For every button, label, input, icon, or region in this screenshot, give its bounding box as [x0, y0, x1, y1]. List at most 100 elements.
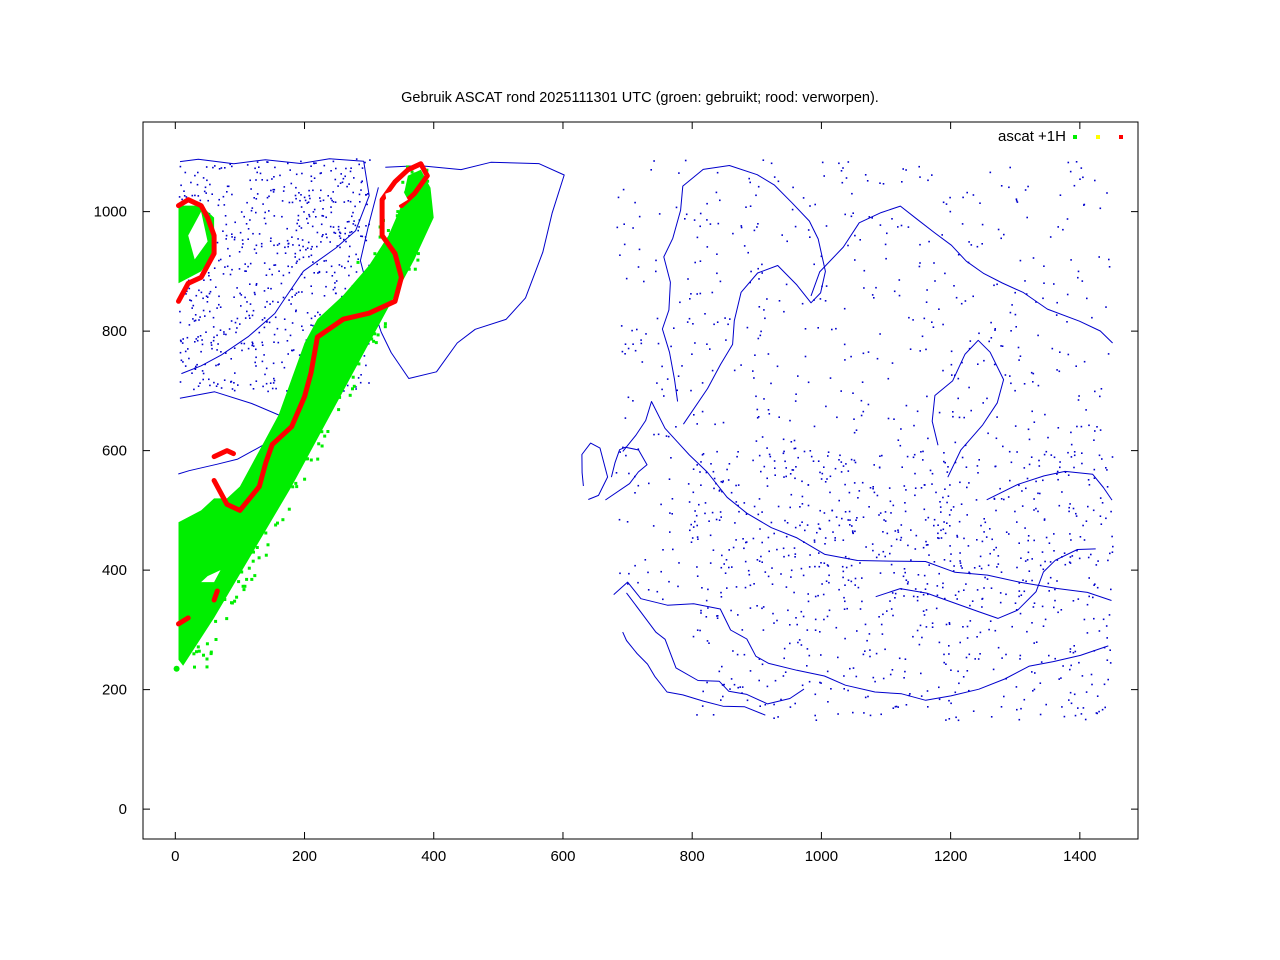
used-observation-point	[205, 657, 209, 661]
coast-speckle	[737, 686, 739, 689]
coastline	[179, 158, 370, 375]
coast-speckle	[707, 588, 709, 591]
used-observation-point	[196, 645, 200, 649]
coast-speckle	[863, 269, 866, 272]
coast-speckle	[719, 280, 722, 283]
used-observation-point	[328, 345, 332, 349]
coast-speckle	[349, 245, 351, 248]
coast-speckle	[989, 552, 991, 555]
coast-speckle	[725, 559, 728, 561]
coast-speckle	[1018, 595, 1020, 598]
coast-speckle	[1045, 450, 1048, 453]
coast-speckle	[1061, 556, 1063, 558]
coast-speckle	[989, 528, 991, 530]
coast-speckle	[289, 169, 291, 171]
x-tick-label: 200	[292, 848, 317, 865]
coast-speckle	[234, 221, 236, 224]
coast-speckle	[972, 295, 974, 298]
coast-speckle	[763, 465, 766, 468]
coast-speckle	[892, 504, 895, 507]
coast-speckle	[1045, 536, 1048, 539]
coast-speckle	[793, 591, 795, 594]
coast-speckle	[936, 594, 939, 597]
coast-speckle	[842, 570, 845, 573]
coast-speckle	[806, 665, 808, 667]
coast-speckle	[855, 519, 857, 521]
coast-speckle	[231, 193, 233, 196]
coast-speckle	[950, 363, 953, 366]
coast-speckle	[953, 565, 955, 567]
coast-speckle	[871, 217, 873, 219]
coast-speckle	[213, 381, 215, 384]
axis-ticks: 0 200 400 600 800 1000 1200 1400020040060080010…	[94, 122, 1138, 865]
coast-speckle	[1005, 593, 1007, 596]
coast-speckle	[914, 588, 917, 590]
coast-speckle	[756, 559, 759, 561]
coast-speckle	[920, 451, 922, 453]
used-observation-point	[254, 505, 258, 509]
coast-speckle	[922, 459, 924, 461]
used-observation-point	[279, 491, 282, 495]
coast-speckle	[718, 670, 721, 673]
coast-speckle	[816, 531, 818, 534]
coast-speckle	[693, 414, 695, 416]
coast-speckle	[760, 330, 762, 333]
coast-speckle	[678, 172, 680, 174]
coast-speckle	[792, 469, 795, 471]
coast-speckle	[634, 349, 637, 352]
coast-speckle	[1023, 383, 1026, 385]
coast-speckle	[793, 547, 796, 549]
coast-speckle	[925, 609, 928, 611]
coast-speckle	[783, 450, 785, 453]
coast-speckle	[1031, 622, 1033, 624]
coast-speckle	[202, 297, 204, 300]
coast-speckle	[679, 301, 681, 304]
coast-speckle	[999, 601, 1002, 604]
used-observation-point	[426, 179, 430, 183]
used-observation-point	[240, 570, 244, 574]
coast-speckle	[226, 191, 228, 193]
coast-speckle	[259, 172, 262, 175]
coast-speckle	[869, 714, 872, 717]
coast-speckle	[661, 388, 663, 391]
coast-speckle	[847, 470, 850, 472]
coast-speckle	[995, 437, 998, 440]
coast-speckle	[1087, 556, 1090, 559]
coast-speckle	[306, 312, 309, 314]
coast-speckle	[981, 540, 984, 543]
coast-speckle	[681, 365, 683, 367]
coast-speckle	[295, 197, 297, 200]
coast-speckle	[868, 506, 870, 508]
coast-speckle	[829, 377, 832, 379]
coast-speckle	[298, 225, 301, 227]
coast-speckle	[1101, 708, 1104, 711]
coast-speckle	[937, 532, 939, 535]
coast-speckle	[704, 313, 706, 315]
coast-speckle	[949, 196, 951, 199]
coast-speckle	[1025, 580, 1027, 583]
coast-speckle	[312, 324, 314, 327]
coast-speckle	[995, 509, 997, 512]
coast-speckle	[851, 525, 853, 527]
coast-speckle	[927, 544, 929, 546]
coast-speckle	[1035, 480, 1037, 483]
coast-speckle	[1103, 646, 1106, 649]
coast-speckle	[904, 571, 906, 574]
coast-speckle	[968, 653, 971, 656]
coast-speckle	[204, 363, 206, 366]
coast-speckle	[969, 620, 972, 622]
coast-speckle	[770, 162, 773, 165]
coast-speckle	[903, 595, 905, 597]
coast-speckle	[935, 607, 938, 610]
coast-speckle	[301, 291, 303, 293]
coast-speckle	[861, 381, 864, 383]
coast-speckle	[782, 452, 785, 455]
coast-speckle	[883, 519, 885, 521]
coast-speckle	[1044, 560, 1046, 563]
coast-speckle	[272, 191, 275, 193]
used-observation-point	[205, 665, 209, 669]
coast-speckle	[978, 332, 980, 335]
coast-speckle	[1106, 486, 1109, 488]
coast-speckle	[1019, 658, 1021, 660]
coast-speckle	[306, 202, 309, 204]
